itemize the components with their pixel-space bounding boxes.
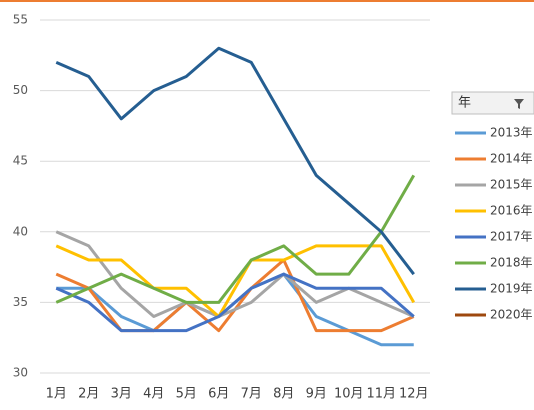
- series-line: [55, 230, 415, 319]
- legend-label: 2013年: [490, 126, 533, 140]
- x-tick-label: 3月: [111, 387, 132, 402]
- x-tick-label: 12月: [399, 387, 429, 402]
- series-line: [55, 244, 416, 319]
- series-line: [55, 46, 415, 276]
- series-line: [55, 174, 416, 304]
- y-tick-label: 30: [13, 366, 28, 380]
- y-tick-label: 50: [13, 83, 28, 97]
- legend-label: 2020年: [490, 308, 533, 322]
- x-tick-label: 11月: [366, 387, 396, 402]
- x-tick-label: 9月: [306, 387, 327, 402]
- top-border: [0, 0, 534, 2]
- x-tick-label: 7月: [241, 387, 262, 402]
- legend-label: 2017年: [490, 230, 533, 244]
- y-tick-label: 35: [13, 295, 28, 309]
- y-tick-label: 45: [13, 154, 28, 168]
- legend-filter-button[interactable]: 年: [451, 91, 534, 115]
- legend-label: 2019年: [490, 282, 533, 296]
- x-tick-label: 1月: [46, 387, 67, 402]
- filter-icon: [514, 99, 524, 109]
- series-line: [55, 272, 415, 333]
- legend-label: 2018年: [490, 256, 533, 270]
- legend-label: 2014年: [490, 152, 533, 166]
- x-tick-label: 4月: [143, 387, 164, 402]
- x-tick-label: 8月: [273, 387, 294, 402]
- legend-label: 2015年: [490, 178, 533, 192]
- x-tick-label: 5月: [176, 387, 197, 402]
- y-tick-label: 55: [13, 13, 28, 27]
- y-tick-label: 40: [13, 224, 28, 238]
- x-tick-label: 6月: [208, 387, 229, 402]
- filter-button[interactable]: [451, 91, 534, 115]
- legend-label: 2016年: [490, 204, 533, 218]
- x-tick-label: 10月: [334, 387, 364, 402]
- x-tick-label: 2月: [78, 387, 99, 402]
- legend-title: 年: [458, 96, 471, 111]
